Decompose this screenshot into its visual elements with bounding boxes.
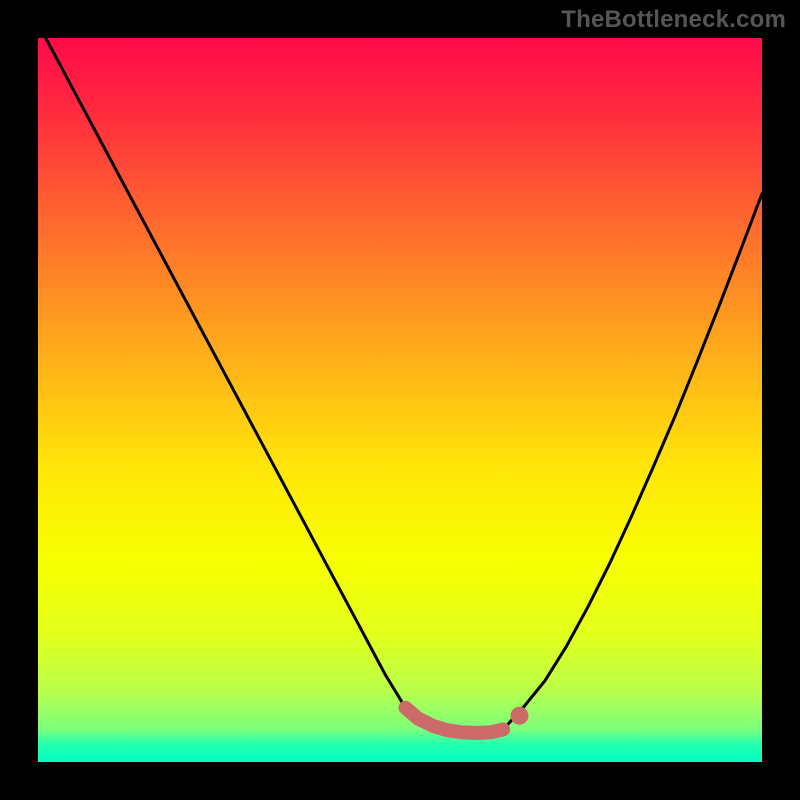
optimal-range-marker (405, 708, 503, 733)
watermark-text: TheBottleneck.com (561, 6, 786, 34)
bottleneck-curve (38, 38, 762, 733)
curve-overlay (38, 38, 762, 762)
plot-area (38, 38, 762, 762)
optimal-point-dot (510, 707, 528, 725)
chart-container: TheBottleneck.com (0, 0, 800, 800)
